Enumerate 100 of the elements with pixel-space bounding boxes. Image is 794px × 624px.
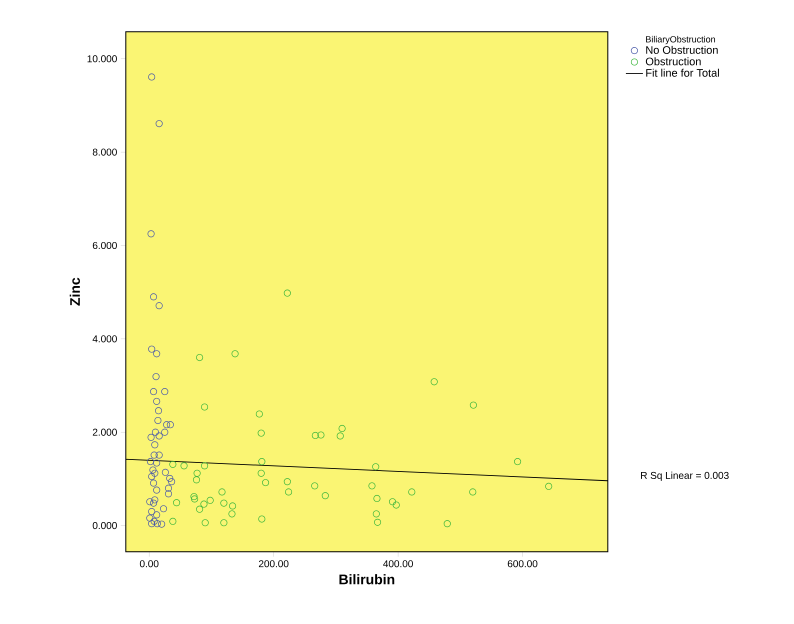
y-tick-label: 0.000 xyxy=(92,522,117,530)
point xyxy=(169,518,176,525)
point xyxy=(154,520,161,528)
point xyxy=(206,496,214,504)
point xyxy=(148,508,156,516)
x-tick-label: 0.00 xyxy=(140,560,159,568)
x-tick-label: 400.00 xyxy=(383,560,413,568)
point xyxy=(148,73,156,81)
point xyxy=(161,388,168,396)
y-tick-label: 10.000 xyxy=(88,55,117,62)
point xyxy=(148,434,155,441)
point xyxy=(218,488,226,496)
point xyxy=(312,432,319,440)
point xyxy=(161,428,168,436)
point xyxy=(152,373,160,380)
point xyxy=(150,480,158,487)
point xyxy=(148,346,156,353)
point xyxy=(158,520,166,528)
point xyxy=(152,428,159,436)
point xyxy=(258,515,266,523)
y-tick-label: 6.000 xyxy=(92,242,117,250)
point xyxy=(392,501,400,509)
y-tick-label: 4.000 xyxy=(92,335,117,342)
point xyxy=(285,488,292,496)
point xyxy=(150,388,158,396)
point xyxy=(190,493,198,500)
point xyxy=(220,500,228,507)
point xyxy=(373,494,380,502)
point xyxy=(151,496,158,504)
text: R Sq Linear = 0.003 xyxy=(641,472,729,481)
point xyxy=(229,502,236,510)
point xyxy=(430,378,438,386)
point xyxy=(154,416,162,424)
point xyxy=(162,468,169,476)
point xyxy=(196,506,204,513)
point xyxy=(168,478,176,486)
point xyxy=(150,293,158,300)
point xyxy=(166,421,174,428)
point xyxy=(146,514,154,522)
point xyxy=(317,431,324,439)
point xyxy=(160,505,168,512)
point xyxy=(192,476,200,484)
point xyxy=(146,458,154,466)
point xyxy=(150,518,158,525)
point xyxy=(151,441,158,448)
point xyxy=(194,470,201,477)
point xyxy=(153,459,160,467)
y-tick-label: 2.000 xyxy=(92,428,117,436)
legend-label: No Obstruction xyxy=(646,46,718,54)
y-axis-title: Zinc xyxy=(70,278,80,306)
point xyxy=(262,479,270,486)
point xyxy=(166,474,174,482)
point xyxy=(256,410,263,418)
point xyxy=(156,452,163,459)
point xyxy=(368,482,376,490)
y-tick-label: 8.000 xyxy=(92,148,117,156)
point xyxy=(202,519,209,526)
point xyxy=(322,492,329,500)
x-tick-label: 600.00 xyxy=(508,560,538,568)
point xyxy=(284,290,291,297)
legend-title: BiliaryObstruction xyxy=(646,36,716,44)
point xyxy=(336,432,344,440)
point xyxy=(200,500,208,508)
point xyxy=(180,462,188,470)
point xyxy=(284,478,291,486)
x-axis-title: Bilirubin xyxy=(339,574,394,584)
point xyxy=(408,488,416,496)
point xyxy=(153,486,160,494)
point xyxy=(545,482,552,490)
point xyxy=(201,462,208,470)
point xyxy=(191,495,198,502)
point xyxy=(146,498,154,506)
point xyxy=(163,421,170,428)
point xyxy=(311,482,318,490)
point xyxy=(151,470,158,477)
point xyxy=(150,452,158,459)
point xyxy=(164,490,172,498)
point xyxy=(153,511,160,518)
point xyxy=(258,470,265,477)
point xyxy=(444,520,451,528)
point xyxy=(232,350,239,358)
point xyxy=(372,510,380,518)
point xyxy=(258,458,266,466)
point xyxy=(469,488,476,496)
point xyxy=(156,120,163,128)
point xyxy=(220,519,228,526)
point xyxy=(154,407,162,414)
point xyxy=(164,484,172,492)
point xyxy=(148,520,156,528)
point xyxy=(153,350,160,358)
legend-label: Obstruction xyxy=(646,57,701,66)
point xyxy=(201,403,208,411)
point xyxy=(514,458,522,466)
point xyxy=(156,302,163,310)
point xyxy=(374,518,382,526)
point xyxy=(148,230,155,238)
point xyxy=(388,498,396,506)
point xyxy=(338,424,346,432)
point xyxy=(149,466,156,474)
point xyxy=(150,500,158,507)
